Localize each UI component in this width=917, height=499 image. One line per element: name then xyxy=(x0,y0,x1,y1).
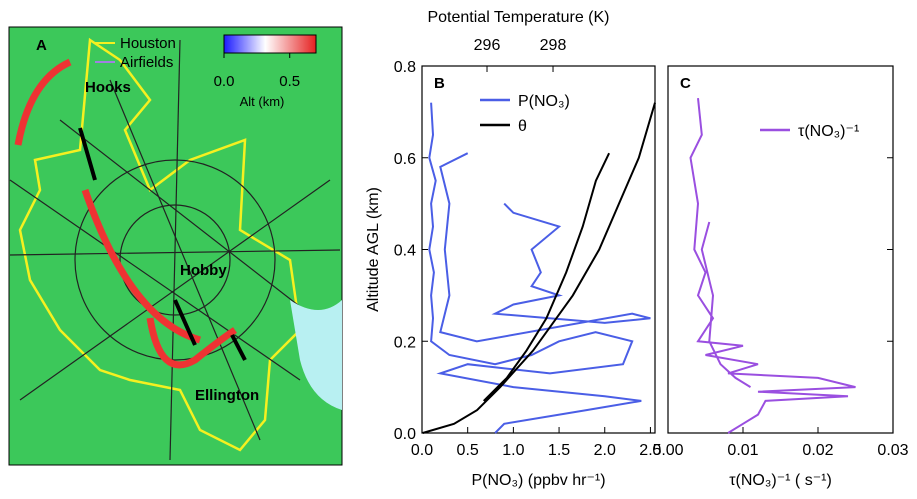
city-boundary xyxy=(18,37,302,452)
x-tick-label: 1.5 xyxy=(548,442,570,459)
legend-label: θ xyxy=(518,118,527,135)
data-line xyxy=(428,102,651,434)
y-tick-label: 0.4 xyxy=(394,243,416,260)
x-tick-label: 2.5 xyxy=(639,442,661,459)
x-tick-label: 0.00 xyxy=(652,442,683,459)
legend-label: P(NO₃) xyxy=(518,93,570,110)
y-tick-label: 0.0 xyxy=(394,426,416,443)
x2-axis-label: Potential Temperature (K) xyxy=(427,9,609,26)
place-label: Hobby xyxy=(180,262,227,279)
roads xyxy=(9,39,341,461)
panel-label: A xyxy=(36,37,47,54)
x-tick-label: 0.01 xyxy=(727,442,758,459)
arrows xyxy=(78,127,247,361)
colorbar-tick-label: 0.5 xyxy=(279,73,300,90)
x-tick-label: 0.0 xyxy=(411,442,433,459)
legend-label: Houston xyxy=(120,35,176,52)
x-tick-label: 0.03 xyxy=(877,442,908,459)
data-line xyxy=(689,97,856,434)
x-tick-label: 0.5 xyxy=(457,442,479,459)
y-tick-label: 0.2 xyxy=(394,334,416,351)
panel-label: B xyxy=(434,75,445,92)
data-line xyxy=(422,102,656,434)
x-tick-label: 1.0 xyxy=(502,442,524,459)
panel-label: C xyxy=(680,75,691,92)
x-tick-label: 2.0 xyxy=(594,442,616,459)
colorbar-tick-label: 0.0 xyxy=(214,73,235,90)
legend-label: Airfields xyxy=(120,54,173,71)
x2-tick-label: 298 xyxy=(540,37,567,54)
flight-track xyxy=(14,58,237,369)
x2-tick-label: 296 xyxy=(474,37,501,54)
x-axis-label: τ(NO₃)⁻¹ ( s⁻¹) xyxy=(729,472,832,489)
y-tick-label: 0.6 xyxy=(394,151,416,168)
x-axis-label: P(NO₃) (ppbv hr⁻¹) xyxy=(471,472,605,489)
colorbar xyxy=(223,34,317,54)
x-tick-label: 0.02 xyxy=(802,442,833,459)
legend-label: τ(NO₃)⁻¹ xyxy=(798,123,859,140)
water xyxy=(290,300,342,410)
y-tick-label: 0.8 xyxy=(394,59,416,76)
map-panel: A Houston Airfields Alt (km) Hooks Hobby… xyxy=(8,26,343,466)
place-label: Hooks xyxy=(85,79,131,96)
colorbar-label: Alt (km) xyxy=(240,94,285,109)
y-axis-label: Altitude AGL (km) xyxy=(365,187,382,312)
place-label: Ellington xyxy=(195,387,259,404)
plot-frame xyxy=(421,65,656,434)
